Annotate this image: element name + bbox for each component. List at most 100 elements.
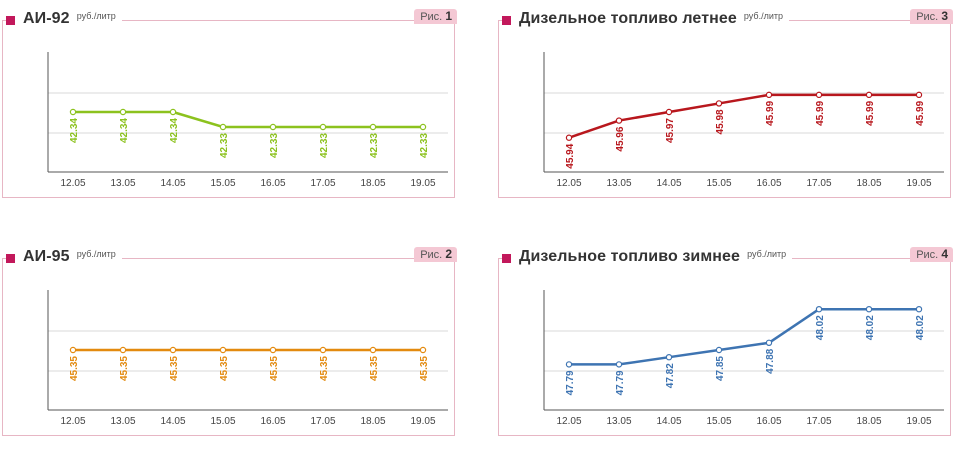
- data-label: 45.35: [419, 356, 430, 381]
- data-point: [865, 91, 873, 99]
- chart-panel-diesel-winter: Дизельное топливо зимнее руб./литр Рис. …: [496, 238, 956, 438]
- data-label: 45.99: [915, 100, 926, 125]
- data-point: [319, 123, 327, 131]
- line-chart-diesel-summer: 45.94 12.05 45.96 13.05 45.97 14.05 45.98 15.05…: [543, 52, 944, 189]
- data-label: 48.02: [915, 315, 926, 340]
- data-point: [319, 346, 327, 354]
- data-point: [665, 108, 673, 116]
- data-point: [615, 361, 623, 368]
- figure-tag: Рис. 4: [910, 247, 953, 262]
- figure-prefix: Рис.: [916, 249, 939, 261]
- line-chart-ai95: 45.35 12.05 45.35 13.05 45.35 14.05 45.35 15.05…: [47, 290, 448, 427]
- data-label: 45.99: [765, 100, 776, 125]
- chart-header: АИ-92 руб./литр: [6, 10, 122, 30]
- x-tick-label: 17.05: [806, 178, 831, 189]
- x-tick-label: 15.05: [210, 178, 235, 189]
- x-tick-label: 19.05: [906, 416, 931, 427]
- chart-header: Дизельное топливо летнее руб./литр: [502, 10, 789, 30]
- figure-tag: Рис. 3: [910, 9, 953, 24]
- x-tick-label: 15.05: [706, 416, 731, 427]
- x-tick-label: 14.05: [656, 416, 681, 427]
- data-point: [815, 305, 823, 313]
- data-point: [369, 123, 377, 131]
- chart-panel-ai92: АИ-92 руб./литр Рис. 1 42.34 12.05 42.34 13…: [0, 0, 460, 200]
- data-point: [865, 305, 873, 313]
- data-label: 45.35: [169, 356, 180, 381]
- data-point: [419, 123, 427, 131]
- figure-number: 3: [941, 9, 948, 23]
- data-label: 42.33: [219, 133, 230, 158]
- data-label: 45.35: [69, 356, 80, 381]
- x-tick-label: 15.05: [706, 178, 731, 189]
- series-line: [568, 93, 919, 139]
- x-tick-label: 12.05: [556, 178, 581, 189]
- x-tick-label: 18.05: [360, 178, 385, 189]
- chart-panel-ai95: АИ-95 руб./литр Рис. 2 45.35 12.05 45.35 13…: [0, 238, 460, 438]
- data-point: [565, 134, 573, 141]
- square-bullet-icon: [6, 16, 15, 25]
- x-tick-label: 17.05: [310, 178, 335, 189]
- data-point: [565, 361, 573, 368]
- data-label: 45.35: [319, 356, 330, 381]
- chart-unit: руб./литр: [743, 11, 783, 21]
- x-tick-label: 19.05: [906, 178, 931, 189]
- data-point: [269, 123, 277, 131]
- chart-header: АИ-95 руб./литр: [6, 248, 122, 268]
- chart-frame: [498, 20, 951, 198]
- figure-prefix: Рис.: [420, 249, 443, 261]
- figure-prefix: Рис.: [916, 11, 939, 23]
- chart-unit: руб./литр: [747, 249, 787, 259]
- square-bullet-icon: [6, 254, 15, 263]
- x-tick-label: 19.05: [410, 178, 435, 189]
- x-tick-label: 13.05: [110, 416, 135, 427]
- data-point: [815, 91, 823, 99]
- data-point: [615, 117, 623, 124]
- chart-panel-diesel-summer: Дизельное топливо летнее руб./литр Рис. …: [496, 0, 956, 200]
- data-point: [419, 346, 427, 354]
- data-label: 45.99: [815, 100, 826, 125]
- data-label: 42.33: [319, 133, 330, 158]
- chart-unit: руб./литр: [76, 249, 116, 259]
- x-tick-label: 18.05: [360, 416, 385, 427]
- series-line: [569, 307, 919, 366]
- figure-tag: Рис. 1: [414, 9, 457, 24]
- data-label: 42.34: [69, 118, 80, 143]
- x-tick-label: 13.05: [110, 178, 135, 189]
- chart-frame: [498, 258, 951, 436]
- data-label: 48.02: [865, 315, 876, 340]
- data-label: 45.35: [219, 356, 230, 381]
- x-tick-label: 16.05: [260, 416, 285, 427]
- data-label: 47.79: [565, 370, 576, 395]
- data-label: 47.85: [715, 356, 726, 381]
- x-tick-label: 13.05: [606, 178, 631, 189]
- chart-title: Дизельное топливо зимнее: [519, 248, 741, 265]
- figure-number: 4: [941, 247, 948, 261]
- line-chart-diesel-winter: 47.79 12.05 47.79 13.05 47.82 14.05 47.85 15.05…: [543, 290, 944, 427]
- data-point: [69, 346, 77, 354]
- x-tick-label: 12.05: [556, 416, 581, 427]
- x-tick-label: 18.05: [856, 416, 881, 427]
- figure-prefix: Рис.: [420, 11, 443, 23]
- data-point: [269, 346, 277, 354]
- data-point: [765, 91, 773, 99]
- data-label: 48.02: [815, 315, 826, 340]
- data-point: [915, 91, 923, 99]
- data-point: [765, 339, 773, 347]
- square-bullet-icon: [502, 254, 511, 263]
- chart-title: АИ-92: [23, 10, 70, 27]
- data-point: [219, 123, 227, 131]
- data-label: 47.88: [765, 348, 776, 373]
- data-label: 45.96: [615, 126, 626, 151]
- figure-number: 1: [445, 9, 452, 23]
- x-tick-label: 16.05: [756, 416, 781, 427]
- data-point: [169, 108, 177, 116]
- x-tick-label: 14.05: [160, 416, 185, 427]
- data-point: [715, 100, 723, 107]
- x-tick-label: 14.05: [656, 178, 681, 189]
- data-label: 47.82: [665, 363, 676, 388]
- series-line: [73, 110, 423, 129]
- chart-frame: [2, 20, 455, 198]
- data-label: 42.33: [419, 133, 430, 158]
- data-point: [119, 108, 127, 116]
- data-label: 45.98: [715, 109, 726, 134]
